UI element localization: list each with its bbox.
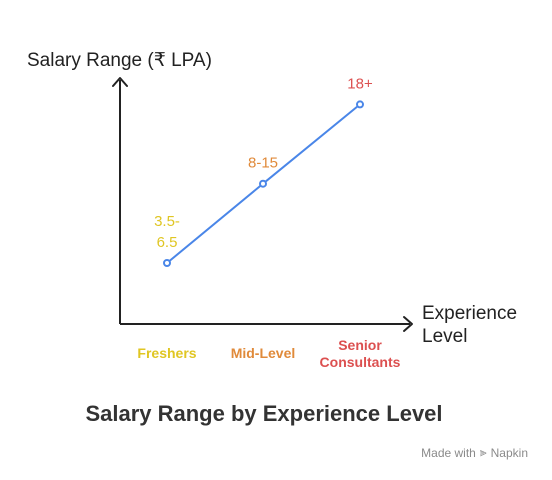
x-axis-label: Experience Level bbox=[422, 303, 517, 347]
plot-area bbox=[163, 100, 364, 267]
watermark-brand: Napkin bbox=[490, 445, 528, 460]
axes bbox=[112, 77, 413, 332]
data-label: 3.5-6.5 bbox=[154, 213, 180, 251]
x-axis-arrow-icon bbox=[403, 316, 413, 332]
y-axis-label: Salary Range (₹ LPA) bbox=[27, 50, 212, 71]
data-point bbox=[259, 179, 267, 188]
data-label: 18+ bbox=[347, 75, 373, 92]
watermark: Made with ⫸ Napkin bbox=[421, 445, 528, 460]
category-label: Senior Consultants bbox=[320, 337, 401, 370]
data-label: 8-15 bbox=[248, 155, 278, 172]
napkin-logo-icon: ⫸ bbox=[479, 445, 487, 459]
chart-title: Salary Range by Experience Level bbox=[85, 401, 442, 426]
watermark-prefix: Made with bbox=[421, 445, 476, 460]
data-point bbox=[163, 259, 171, 267]
y-axis-arrow-icon bbox=[112, 77, 128, 87]
labels: Experience Level 3.5-6.5 8-15 18+ Freshers Mid… bbox=[137, 75, 517, 370]
category-label: Freshers bbox=[137, 345, 196, 361]
category-label: Mid-Level bbox=[231, 345, 296, 361]
data-point bbox=[356, 100, 364, 109]
